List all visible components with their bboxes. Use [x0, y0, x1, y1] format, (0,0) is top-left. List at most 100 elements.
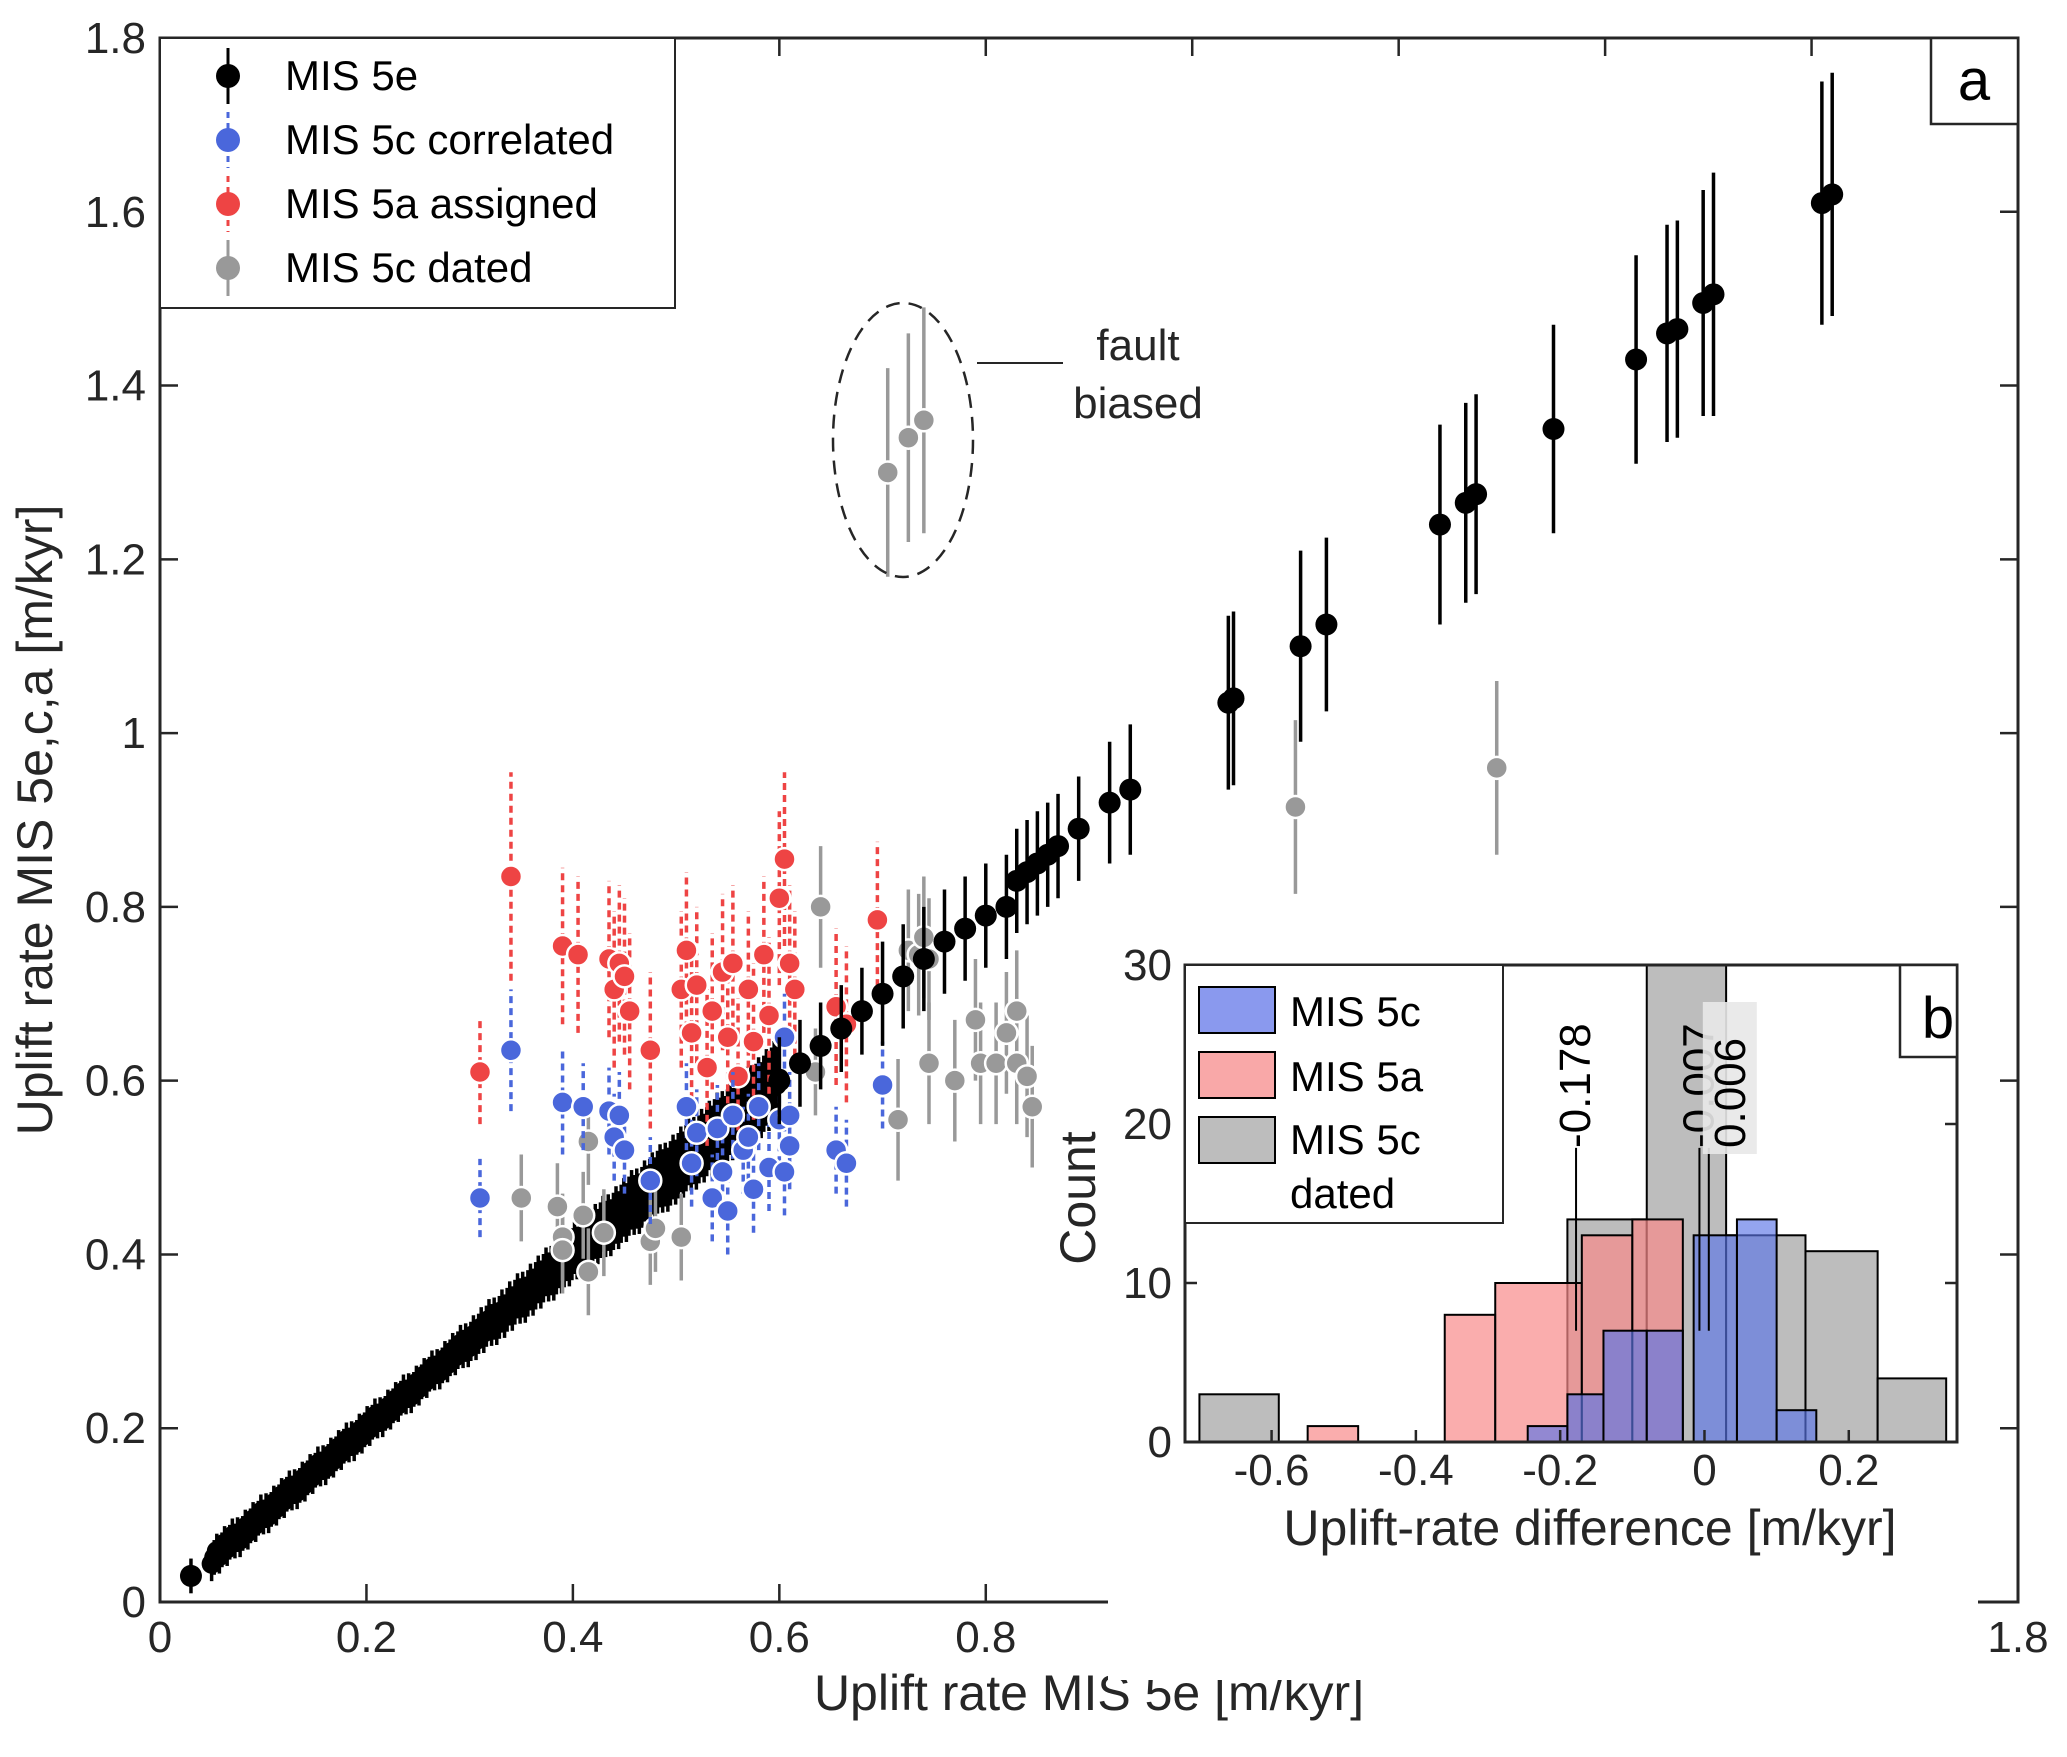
mis5c-dated-point [591, 1220, 617, 1245]
mis5a-bar [1306, 1425, 1360, 1443]
mis5c-dated-bar [1804, 1250, 1879, 1443]
panel-label-a-text: a [1958, 48, 1991, 113]
mis5c-dated-point [963, 1007, 988, 1033]
mis5e-point [1625, 348, 1648, 371]
mis5e-point [179, 1564, 202, 1587]
mis5c-correlated-point [720, 1103, 746, 1128]
inset-legend-item-mis5c: MIS 5c [1198, 986, 1421, 1035]
legend-item-mis5e: MIS 5e [216, 48, 418, 104]
main-axes-box [158, 36, 2020, 1604]
mis5c-dated-point [643, 1216, 668, 1241]
mis5a-assigned-point [679, 1020, 704, 1046]
mis5c-dated-point [1019, 1094, 1045, 1119]
mis5c-correlated-point [746, 1094, 771, 1119]
main-x-tick-label: 0.2 [336, 1613, 397, 1662]
mis5c-correlated-point [705, 1116, 730, 1141]
mis5c-dated-point [885, 1107, 911, 1133]
inset-x-tick-label: -0.6 [1234, 1446, 1310, 1495]
mis5c-correlated-point [772, 1159, 797, 1185]
mis5c-dated-point [994, 1020, 1019, 1046]
panel-label-b: b [1898, 963, 1959, 1059]
inset-x-axis-label: Uplift-rate difference [m/kyr] [1283, 1500, 1896, 1556]
mis5e-point [1428, 513, 1451, 536]
main-y-tick-label: 0.2 [85, 1404, 146, 1453]
mis5a-assigned-point [699, 998, 725, 1024]
mis5a-assigned-point [736, 977, 761, 1002]
mis5a-assigned-point [617, 998, 642, 1024]
mis5c-correlated-point [870, 1072, 895, 1098]
mis5e-point [1289, 635, 1312, 658]
main-y-tick-label: 0 [122, 1578, 146, 1627]
mis5c-bar [1692, 1234, 1738, 1444]
mis5c-dated-point [916, 1051, 942, 1076]
mis5a-assigned-point [565, 942, 591, 967]
mis5e-point [1542, 418, 1565, 440]
main-y-tick-label: 1.4 [85, 362, 146, 411]
main-y-tick-label: 0.6 [85, 1057, 146, 1106]
mis5c-dated-point [1484, 755, 1509, 781]
mis5a-assigned-point [715, 1024, 740, 1050]
legend-item-mis5c-dated: MIS 5c dated [216, 240, 532, 296]
mis5c-correlated-point [777, 1103, 802, 1128]
mis5c-dated-point [911, 408, 937, 433]
mis5e-point [1666, 318, 1689, 341]
mis5a-assigned-point [638, 1038, 663, 1063]
inset-legend-label-mis5a: MIS 5a [1290, 1053, 1424, 1100]
legend-item-mis5a-assigned: MIS 5a assigned [216, 176, 598, 232]
mis5a-assigned-point [756, 1003, 782, 1028]
mis5e-point [995, 895, 1018, 918]
mis5c-dated-point [1283, 794, 1308, 820]
mis5a-assigned-point [720, 951, 746, 976]
mis5c-dated-point [570, 1203, 596, 1228]
inset-x-tick-label: -0.4 [1378, 1446, 1454, 1495]
fault-biased-annotation: fault biased [831, 301, 1203, 579]
mis5a-assigned-point [751, 942, 777, 967]
mis5c-dated-point [550, 1237, 575, 1263]
main-y-tick-label: 1.2 [85, 535, 146, 584]
mis5c-bar [1735, 1218, 1778, 1444]
median-label-group: 0.006 [1702, 1002, 1757, 1154]
inset-x-tick-label: -0.2 [1522, 1446, 1598, 1495]
mis5c-dated-point [669, 1224, 694, 1250]
mis5c-correlated-point [684, 1120, 710, 1146]
mis5c-dated-point [576, 1129, 601, 1154]
inset-legend-item-mis5a: MIS 5a [1198, 1051, 1424, 1100]
mis5c-correlated-point [674, 1094, 699, 1119]
mis5a-assigned-point [782, 977, 808, 1002]
mis5e-point [1119, 778, 1142, 801]
inset-x-tick-label: 0.2 [1818, 1446, 1879, 1495]
mis5e-point [788, 1052, 811, 1075]
mis5c-dated-point [942, 1068, 968, 1093]
inset-legend: MIS 5c MIS 5a MIS 5c dated [1184, 964, 1504, 1224]
mis5c-bar [1645, 1329, 1684, 1443]
mis5c-correlated-point [679, 1150, 704, 1176]
legend-label-mis5e: MIS 5e [285, 52, 418, 99]
mis5a-assigned-point [767, 885, 792, 911]
mis5e-point [954, 917, 977, 940]
mis5c-correlated-point [699, 1185, 725, 1211]
main-x-tick-label: 0.6 [749, 1613, 810, 1662]
inset-axis-ticks: -0.6 -0.4 -0.2 0 0.2 0 10 20 30 [1123, 941, 1957, 1495]
mis5c-correlated-point [570, 1094, 596, 1119]
main-x-tick-label: 0.4 [542, 1613, 603, 1662]
mis5a-assigned-point [694, 1055, 720, 1080]
median-label: -0.178 [1551, 1023, 1600, 1148]
mis5c-dated-bar [1876, 1377, 1948, 1444]
main-scatter-plot-area [179, 72, 1844, 1594]
mis5a-assigned-point [674, 938, 699, 963]
mis5a-bar [1443, 1313, 1497, 1444]
mis5c-correlated-point [777, 1133, 802, 1159]
mis5a-assigned-point [498, 864, 524, 889]
main-y-tick-label: 0.8 [85, 883, 146, 932]
mis5c-bar [1566, 1393, 1605, 1444]
mis5e-point [1702, 283, 1725, 306]
main-y-tick-label: 0.4 [85, 1230, 146, 1279]
main-y-tick-label: 1.8 [85, 14, 146, 63]
mis5c-dated-point [875, 460, 900, 485]
main-legend: MIS 5e MIS 5c correlated MIS 5a assigned… [159, 37, 676, 309]
mis5e-point [1222, 687, 1245, 710]
mis5c-dated-point [983, 1051, 1009, 1076]
mis5e-point [1047, 835, 1070, 858]
mis5c-dated-point [1014, 1064, 1040, 1089]
mis5e-point [1821, 183, 1844, 206]
